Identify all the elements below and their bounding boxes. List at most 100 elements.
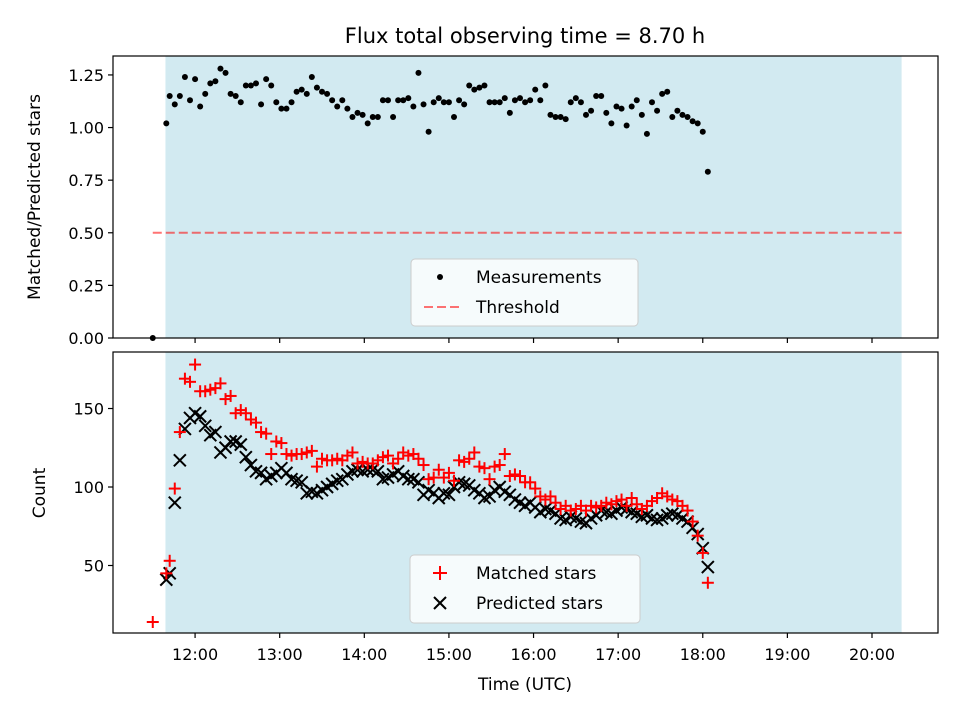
predicted-point-stroke: [223, 434, 238, 449]
measurement-point: [684, 114, 691, 121]
predicted-point: [159, 572, 174, 587]
matched-point: [280, 448, 293, 461]
matched-point: [402, 449, 415, 462]
measurement-point: [577, 99, 584, 106]
matched-point: [417, 459, 430, 472]
measurement-point: [303, 90, 310, 97]
matched-point: [463, 452, 476, 465]
measurement-point: [496, 99, 503, 106]
ratio-y-axis: 0.00 0.25 0.50 0.75 1.00 1.25: [68, 66, 113, 348]
matched-point: [412, 452, 425, 465]
measurement-point: [532, 86, 539, 93]
predicted-point-stroke: [640, 508, 654, 522]
x-tick-label: 19:00: [764, 645, 810, 664]
measurement-point: [542, 82, 549, 89]
measurement-point: [430, 99, 437, 106]
ratio-panel: 0.00 0.25 0.50 0.75 1.00 1.25 Matched/Predict…: [25, 55, 939, 348]
count-legend-box: [409, 554, 641, 624]
matched-point: [681, 504, 694, 517]
matched-point: [250, 416, 262, 429]
measurement-point: [699, 128, 706, 135]
measurement-point: [547, 111, 554, 118]
measurement-point: [638, 111, 645, 118]
x-tick-label: 13:00: [257, 645, 303, 664]
measurement-point: [212, 78, 219, 85]
measurement-point: [425, 128, 432, 135]
x-tick-label: 16:00: [510, 645, 556, 664]
matched-point: [610, 495, 623, 508]
ratio-y-tick-label: 0.50: [68, 224, 104, 243]
matched-point: [300, 446, 313, 459]
predicted-point-stroke: [452, 475, 466, 490]
predicted-point-stroke: [396, 469, 410, 483]
measurement-point: [669, 114, 676, 121]
measurement-point: [618, 105, 625, 112]
measurement-point: [679, 111, 686, 118]
measurement-point: [171, 101, 178, 108]
matched-point: [625, 491, 638, 504]
predicted-point-stroke: [188, 406, 202, 420]
measurement-series: [149, 65, 711, 341]
predicted-point: [168, 495, 182, 510]
matched-point: [260, 427, 273, 440]
measurement-point: [258, 101, 265, 108]
measurement-point: [278, 105, 285, 112]
legend-matched-marker: [433, 566, 447, 580]
predicted-point: [371, 464, 385, 479]
predicted-point-stroke: [513, 495, 527, 510]
measurement-point: [476, 84, 483, 91]
predicted-point: [198, 419, 212, 433]
matched-point: [696, 546, 709, 559]
measurement-point: [268, 82, 275, 89]
measurement-point: [339, 97, 346, 104]
measurement-point: [163, 120, 170, 127]
matched-point: [239, 407, 252, 420]
matched-point: [488, 460, 501, 473]
predicted-point-stroke: [371, 464, 385, 479]
ratio-y-tick-label: 1.25: [68, 66, 104, 85]
matched-point: [160, 567, 173, 580]
measurement-point: [435, 95, 442, 102]
matched-point: [503, 470, 516, 483]
matched-point: [478, 462, 491, 475]
matched-point: [529, 482, 542, 495]
predicted-point: [234, 437, 248, 452]
measurement-point: [187, 97, 193, 104]
matched-point: [146, 616, 159, 629]
predicted-point-stroke: [159, 572, 174, 587]
x-axis-label: Time (UTC): [477, 675, 572, 695]
predicted-point-stroke: [228, 434, 243, 449]
measurement-point: [192, 76, 199, 83]
measurement-point: [293, 88, 300, 95]
measurement-point: [222, 69, 229, 76]
matched-point: [448, 474, 460, 487]
predicted-point-stroke: [173, 453, 187, 468]
legend-threshold-label: Threshold: [475, 298, 560, 318]
measurement-point: [242, 82, 249, 89]
measurement-point: [598, 92, 605, 99]
predicted-point-stroke: [168, 495, 182, 510]
matched-point: [346, 446, 359, 459]
measurement-point: [608, 120, 615, 127]
matched-point: [255, 426, 268, 439]
measurement-point: [288, 99, 295, 106]
measurement-point: [197, 103, 204, 110]
matched-point: [427, 471, 440, 484]
matched-point: [620, 499, 633, 512]
predicted-point-stroke: [366, 463, 380, 477]
measurement-point: [461, 101, 468, 108]
predicted-point: [701, 560, 715, 574]
ratio-y-tick-label: 0.00: [68, 329, 104, 348]
measurement-point: [583, 111, 589, 118]
measurement-point: [364, 120, 371, 127]
measurement-point: [313, 84, 320, 91]
measurement-point: [440, 99, 447, 106]
count-y-axis: 50 100 150: [73, 400, 113, 575]
matched-point: [356, 455, 369, 468]
measurement-point: [354, 109, 361, 116]
count-y-tick-label: 150: [73, 400, 104, 419]
measurement-point: [379, 97, 386, 104]
matched-point: [442, 466, 455, 479]
matched-point: [564, 504, 577, 517]
